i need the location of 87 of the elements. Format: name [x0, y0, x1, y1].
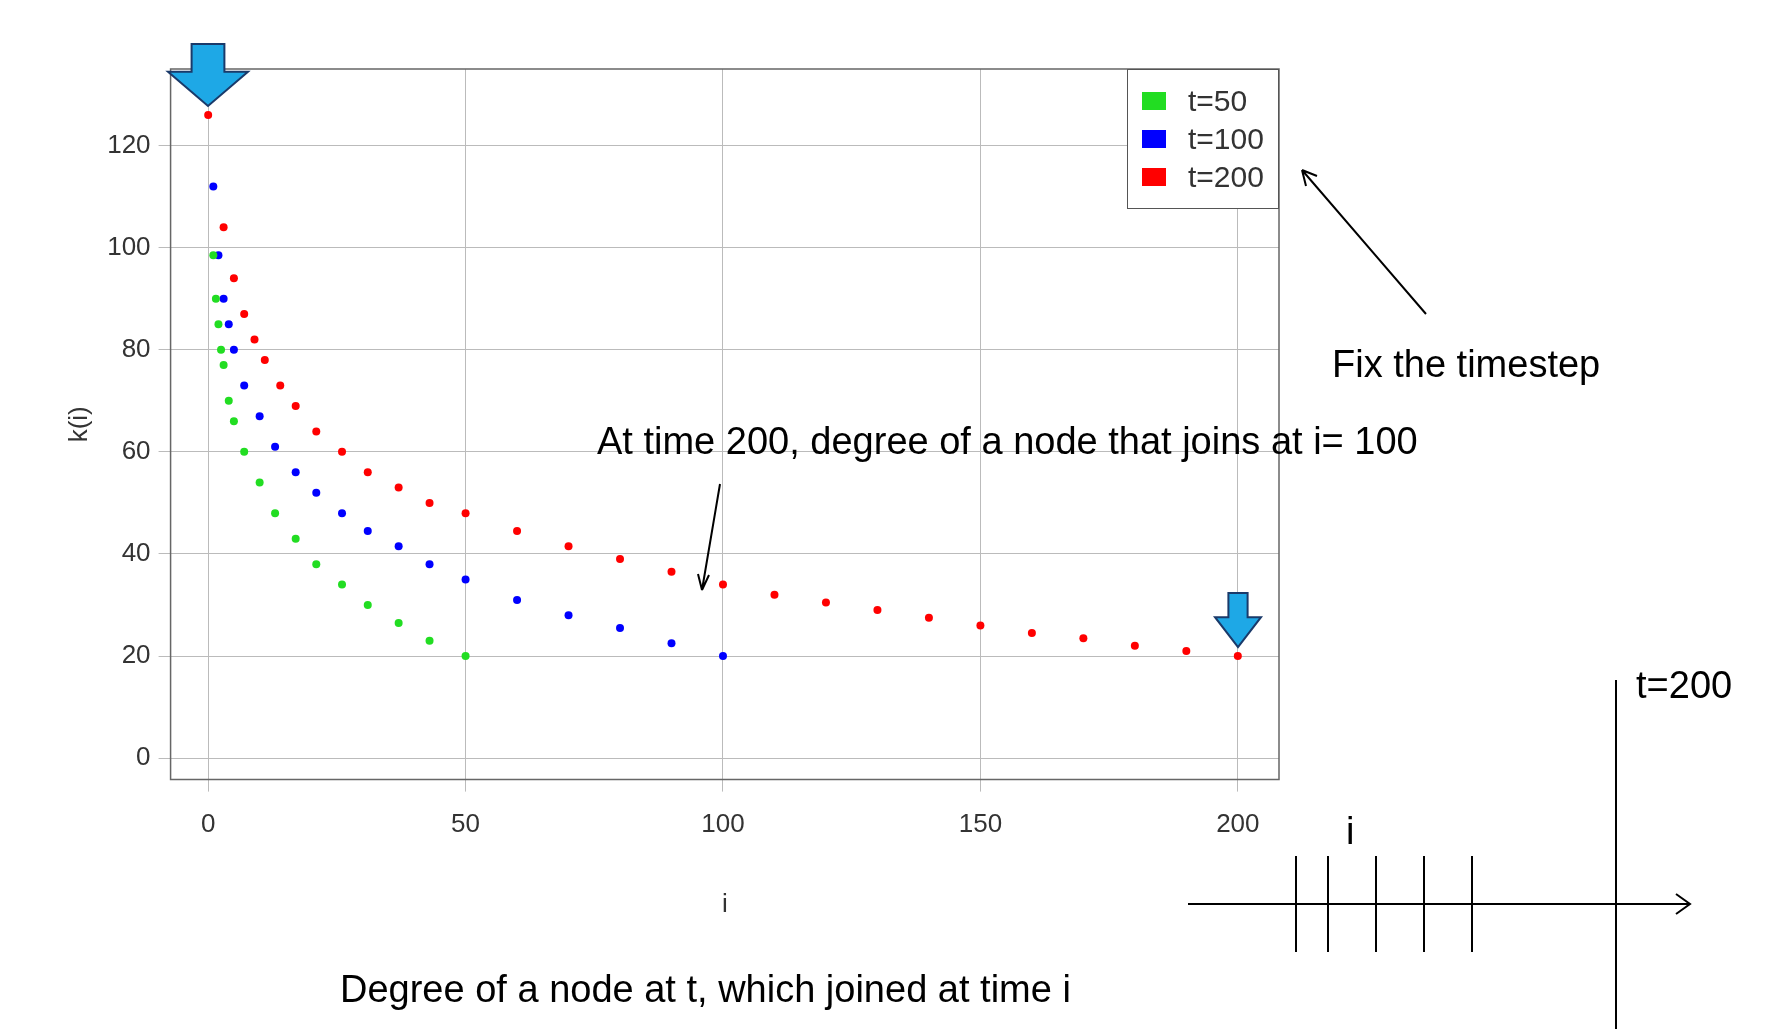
point [924, 613, 933, 622]
x-tick-label: 200 [1216, 808, 1260, 839]
x-tick-label: 0 [200, 808, 216, 839]
y-tick-label: 80 [121, 332, 151, 363]
point [240, 310, 249, 319]
point [363, 468, 372, 477]
x-axis-title: i [721, 887, 728, 918]
x-tick-label: 50 [451, 808, 481, 839]
point [224, 320, 233, 329]
point [363, 526, 372, 535]
point [224, 396, 233, 405]
point [219, 223, 228, 232]
point [211, 294, 220, 303]
point [240, 381, 249, 390]
point [394, 542, 403, 551]
point [1233, 652, 1242, 661]
point [291, 534, 300, 543]
point [718, 652, 727, 661]
point [291, 468, 300, 477]
point [250, 335, 259, 344]
point [229, 274, 238, 283]
y-tick-label: 120 [107, 128, 151, 159]
text: t=200 [1636, 664, 1733, 706]
point [616, 555, 625, 564]
point [229, 345, 238, 354]
point [217, 345, 226, 354]
point [425, 636, 434, 645]
point [219, 294, 228, 303]
point [271, 509, 280, 518]
point [209, 251, 218, 260]
point [338, 447, 347, 456]
point [667, 567, 676, 576]
point [291, 401, 300, 410]
point [1079, 634, 1088, 643]
y-tick-label: 0 [136, 741, 151, 772]
point [461, 575, 470, 584]
point [338, 509, 347, 518]
text: i [1346, 810, 1355, 852]
point [1027, 629, 1036, 638]
point [209, 182, 218, 191]
legend-label: t=100 [1188, 122, 1264, 156]
y-axis-title: k(i) [62, 406, 93, 443]
point [461, 652, 470, 661]
x-tick-label: 100 [701, 808, 745, 839]
point [312, 560, 321, 569]
point [513, 595, 522, 604]
point [394, 483, 403, 492]
legend-label: t=200 [1188, 160, 1264, 194]
point [255, 478, 264, 487]
point [873, 606, 882, 615]
point [821, 598, 830, 607]
y-tick-label: 20 [121, 639, 151, 670]
point [214, 320, 223, 329]
point [312, 488, 321, 497]
point [667, 639, 676, 648]
x-tick-label: 150 [958, 808, 1003, 839]
point [229, 417, 238, 426]
legend-label: t=50 [1188, 84, 1248, 118]
point [976, 621, 985, 630]
point [718, 580, 727, 589]
point [425, 560, 434, 569]
point [260, 355, 269, 364]
point [338, 580, 347, 589]
point [770, 590, 779, 599]
point [219, 361, 228, 370]
annotation: At time 200, degree of a node that joins at i= 100 [597, 420, 1418, 462]
point [271, 442, 280, 451]
point [564, 611, 573, 620]
point [276, 381, 285, 390]
point [425, 498, 434, 507]
text: Degree of a node at t, which joined at time i [340, 968, 1071, 1010]
point [513, 526, 522, 535]
point [1130, 641, 1139, 650]
y-tick-label: 40 [121, 537, 151, 568]
y-tick-label: 100 [107, 230, 151, 261]
point [616, 623, 625, 632]
point [240, 447, 249, 456]
point [394, 618, 403, 627]
text: Fix the timestep [1332, 343, 1601, 385]
point [255, 412, 264, 421]
point [312, 427, 321, 436]
y-tick-label: 60 [121, 435, 151, 466]
point [461, 509, 470, 518]
point [1182, 646, 1191, 655]
point [363, 601, 372, 610]
point [564, 542, 573, 551]
point [204, 110, 213, 119]
